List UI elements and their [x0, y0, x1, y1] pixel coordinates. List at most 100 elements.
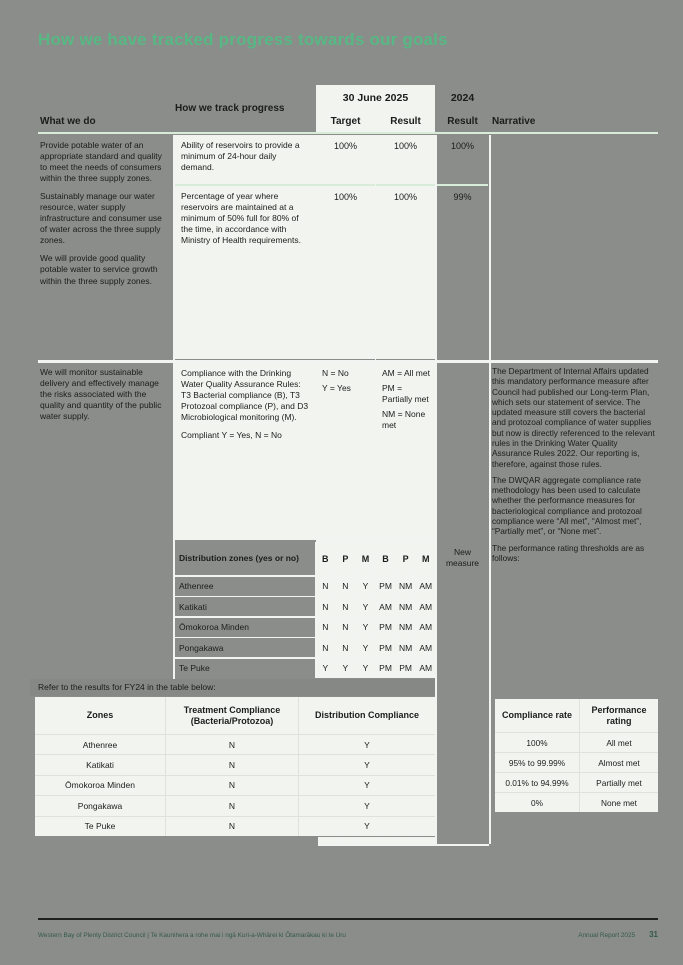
- threshold-rating: Partially met: [580, 773, 658, 792]
- narrative-paragraph: The Department of Internal Affairs updat…: [492, 366, 655, 469]
- col-header-result-2025: Result: [390, 116, 421, 127]
- fy24-zone: Te Puke: [35, 816, 165, 836]
- goal2-result-legend: AM = All met PM = Partially met NM = Non…: [376, 363, 435, 540]
- measure-2-result: 100%: [376, 186, 435, 359]
- zone-value: NM: [396, 576, 415, 596]
- zone-value: AM: [416, 658, 435, 678]
- fy24-intro-bar: Refer to the results for FY24 in the tab…: [30, 679, 435, 696]
- zone-value: AM: [416, 638, 435, 658]
- header-2024: 2024: [450, 92, 475, 104]
- threshold-rating: All met: [580, 733, 658, 752]
- goal1-paragraph: Provide potable water of an appropriate …: [40, 140, 162, 184]
- page-title: How we have tracked progress towards our…: [38, 30, 448, 49]
- target-legend-item: N = No: [322, 368, 349, 378]
- goal2-target-legend: N = No Y = Yes: [316, 363, 375, 540]
- zone-value: Y: [356, 658, 375, 678]
- footer-report-label: Annual Report 2025: [578, 932, 636, 939]
- zone-value: N: [336, 617, 355, 637]
- col-header-result-2024: Result: [447, 116, 478, 127]
- col-header-target: Target: [330, 116, 361, 127]
- threshold-rating: None met: [580, 793, 658, 812]
- goal2-measure-note: Compliant Y = Yes, N = No: [181, 430, 282, 441]
- fy24-treatment: N: [166, 775, 298, 796]
- narrative-paragraph: The DWQAR aggregate compliance rate meth…: [492, 474, 642, 537]
- zone-value: Y: [316, 658, 335, 678]
- zones-col-header: M: [416, 542, 435, 575]
- goal1-paragraph: Sustainably manage our water resource, w…: [40, 191, 162, 246]
- threshold-rate: 0.01% to 94.99%: [495, 773, 579, 792]
- zone-value: AM: [416, 597, 435, 617]
- col-header-what-we-do: What we do: [40, 116, 96, 127]
- empty-cell: [357, 837, 376, 844]
- goal2-measure: Compliance with the Drinking Water Quali…: [175, 363, 316, 540]
- header-june-2025: 30 June 2025: [342, 92, 409, 104]
- fy24-zone: Pongakawa: [35, 796, 165, 816]
- measure-1-text: Ability of reservoirs to provide a minim…: [175, 135, 316, 184]
- goal1-what-we-do: Provide potable water of an appropriate …: [40, 140, 170, 294]
- goal1-paragraph: We will provide good quality potable wat…: [40, 253, 158, 286]
- col-header-how-we-track: How we track progress: [175, 103, 285, 114]
- thresholds-col-header: Compliance rate: [495, 699, 579, 732]
- row-separator: [175, 184, 488, 186]
- fy24-col-header: Distribution Compliance: [299, 697, 435, 734]
- zone-value: PM: [396, 658, 415, 678]
- zones-table-title: Distribution zones (yes or no): [175, 542, 315, 575]
- zone-value: AM: [376, 597, 395, 617]
- row-gap: [318, 843, 489, 846]
- narrative-paragraph: The performance rating thresholds are as…: [492, 542, 645, 563]
- fy24-zone: Katikati: [35, 755, 165, 775]
- cell-gap: [316, 540, 435, 542]
- zone-value: Y: [356, 617, 375, 637]
- distribution-zones-table: Distribution zones (yes or no) B P M B P…: [175, 542, 435, 678]
- zone-name: Katikati: [175, 597, 315, 617]
- thresholds-col-header: Performance rating: [580, 699, 658, 732]
- zone-value: N: [336, 638, 355, 658]
- threshold-rating: Almost met: [580, 753, 658, 772]
- result-legend-item: AM = All met: [382, 368, 430, 378]
- zone-value: Y: [336, 658, 355, 678]
- zones-col-header: P: [396, 542, 415, 575]
- goal2-measure-text: Compliance with the Drinking Water Quali…: [181, 368, 309, 423]
- footer-council-name: Western Bay of Plenty District Council |…: [38, 932, 346, 939]
- footer-report-title: Annual Report 2025 31: [578, 930, 658, 939]
- zone-value: PM: [376, 576, 395, 596]
- zone-value: PM: [376, 658, 395, 678]
- fy24-distribution: Y: [299, 755, 435, 775]
- measure-1-target: 100%: [316, 135, 375, 184]
- zone-value: PM: [376, 638, 395, 658]
- zone-value: N: [336, 576, 355, 596]
- row-gap: [38, 360, 658, 363]
- fy24-treatment: N: [166, 796, 298, 816]
- threshold-rate: 100%: [495, 733, 579, 752]
- fy24-distribution: Y: [299, 735, 435, 755]
- column-gap: [173, 135, 175, 679]
- result-legend-item: NM = None met: [382, 409, 426, 431]
- zone-value: N: [336, 597, 355, 617]
- fy24-table: Zones Treatment Compliance (Bacteria/Pro…: [35, 697, 435, 836]
- empty-cell: [397, 837, 416, 844]
- measure-1-result: 100%: [376, 135, 435, 184]
- threshold-rate: 0%: [495, 793, 579, 812]
- empty-cell: [318, 837, 337, 844]
- col-header-narrative: Narrative: [492, 116, 536, 127]
- measure-2-target: 100%: [316, 186, 375, 359]
- zones-col-header: M: [356, 542, 375, 575]
- zone-value: AM: [416, 617, 435, 637]
- empty-cell: [337, 837, 356, 844]
- fy24-distribution: Y: [299, 775, 435, 796]
- zone-value: PM: [376, 617, 395, 637]
- zone-value: AM: [416, 576, 435, 596]
- column-gap: [435, 135, 437, 844]
- measure-2-result-2024: 99%: [453, 192, 472, 202]
- zone-name: Pongakawa: [175, 638, 315, 658]
- zone-value: Y: [356, 576, 375, 596]
- empty-cell-strip: [318, 837, 435, 844]
- zone-value: Y: [356, 597, 375, 617]
- column-gap: [488, 135, 491, 844]
- measure-1-result-2024: 100%: [450, 141, 475, 151]
- zone-value: NM: [396, 597, 415, 617]
- empty-cell: [377, 837, 396, 844]
- zone-name: Athenree: [175, 576, 315, 596]
- empty-cell: [416, 837, 435, 844]
